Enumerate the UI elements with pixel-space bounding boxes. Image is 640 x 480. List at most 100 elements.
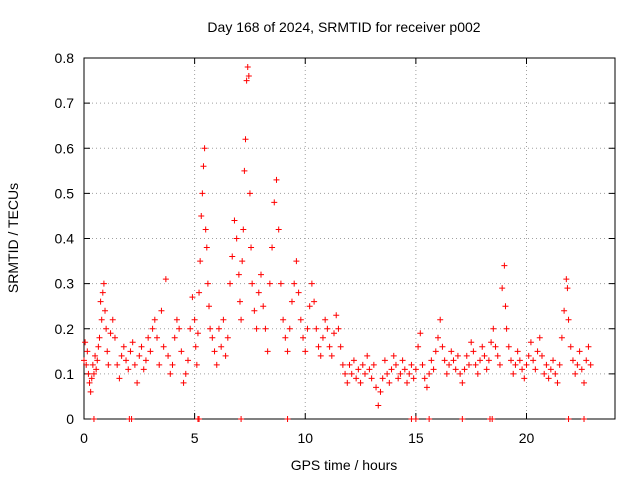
data-point: [379, 375, 386, 382]
data-point: [269, 244, 276, 251]
data-point: [145, 334, 152, 341]
data-point: [489, 416, 496, 422]
data-point: [534, 348, 541, 355]
data-point: [238, 316, 245, 323]
data-point: [319, 334, 326, 341]
y-tick-label: 0: [66, 411, 74, 427]
data-point: [280, 316, 287, 323]
data-point: [171, 334, 178, 341]
data-point: [220, 316, 227, 323]
data-point: [235, 271, 242, 278]
y-tick-label: 0.2: [55, 321, 75, 337]
data-point: [149, 325, 156, 332]
data-point: [140, 366, 147, 373]
data-point: [277, 280, 284, 287]
x-tick-label: 0: [80, 430, 88, 446]
data-point: [335, 325, 342, 332]
data-point: [485, 357, 492, 364]
data-point: [355, 366, 362, 373]
data-point: [406, 370, 413, 377]
data-point: [286, 325, 293, 332]
x-tick-label: 5: [191, 430, 199, 446]
data-point: [97, 298, 104, 305]
y-tick-label: 0.6: [55, 140, 75, 156]
data-point: [215, 325, 222, 332]
data-point: [508, 357, 515, 364]
data-point: [100, 280, 107, 287]
data-point: [227, 280, 234, 287]
data-point: [160, 343, 167, 350]
data-point: [348, 370, 355, 377]
data-point: [326, 343, 333, 350]
data-point: [302, 348, 309, 355]
data-point: [127, 348, 134, 355]
data-point: [158, 307, 165, 314]
data-point: [430, 366, 437, 373]
data-point: [165, 352, 172, 359]
data-point: [512, 361, 519, 368]
data-point: [98, 316, 105, 323]
data-point: [206, 303, 213, 310]
data-point: [581, 416, 588, 422]
data-point: [295, 289, 302, 296]
data-point: [552, 370, 559, 377]
data-point: [361, 370, 368, 377]
x-axis-label: GPS time / hours: [291, 457, 398, 473]
data-point: [583, 357, 590, 364]
data-point: [293, 258, 300, 265]
data-point: [556, 361, 563, 368]
data-point: [240, 226, 247, 233]
data-point: [377, 388, 384, 395]
data-point: [346, 361, 353, 368]
data-point: [93, 366, 100, 373]
data-point: [284, 348, 291, 355]
data-point: [410, 375, 417, 382]
data-point: [435, 334, 441, 341]
data-point: [450, 357, 457, 364]
data-point: [541, 370, 548, 377]
data-point: [454, 352, 461, 359]
data-point: [288, 298, 295, 305]
data-point: [102, 307, 109, 314]
data-points: [81, 64, 594, 422]
data-point: [417, 330, 424, 337]
data-point: [404, 379, 411, 386]
data-point: [201, 145, 208, 152]
data-point: [437, 316, 444, 323]
data-point: [116, 375, 123, 382]
data-point: [488, 339, 495, 346]
data-point: [224, 334, 231, 341]
data-point: [284, 416, 291, 422]
data-point: [530, 357, 537, 364]
data-point: [339, 361, 346, 368]
data-point: [196, 289, 203, 296]
data-point: [229, 253, 236, 260]
data-point: [463, 352, 470, 359]
x-axis: 0 5 10 15 20: [80, 58, 534, 446]
data-point: [304, 325, 311, 332]
data-point: [203, 244, 210, 251]
data-point: [105, 361, 112, 368]
data-point: [543, 361, 550, 368]
data-point: [477, 357, 484, 364]
data-point: [558, 334, 565, 341]
data-point: [211, 348, 218, 355]
data-point: [271, 199, 278, 206]
data-point: [572, 370, 579, 377]
data-point: [397, 370, 404, 377]
data-point: [441, 357, 448, 364]
y-axis: 0 0.1 0.2 0.3 0.4 0.5 0.6 0.7 0.8: [55, 50, 615, 427]
data-point: [567, 343, 574, 350]
data-point: [151, 316, 158, 323]
data-point: [90, 416, 97, 422]
data-point: [516, 357, 523, 364]
data-point: [169, 361, 176, 368]
data-point: [104, 348, 111, 355]
data-point: [415, 343, 422, 350]
x-tick-label: 15: [408, 430, 424, 446]
data-point: [176, 325, 183, 332]
y-tick-label: 0.1: [55, 366, 75, 382]
data-point: [191, 316, 198, 323]
data-point: [193, 361, 200, 368]
data-point: [189, 294, 196, 301]
